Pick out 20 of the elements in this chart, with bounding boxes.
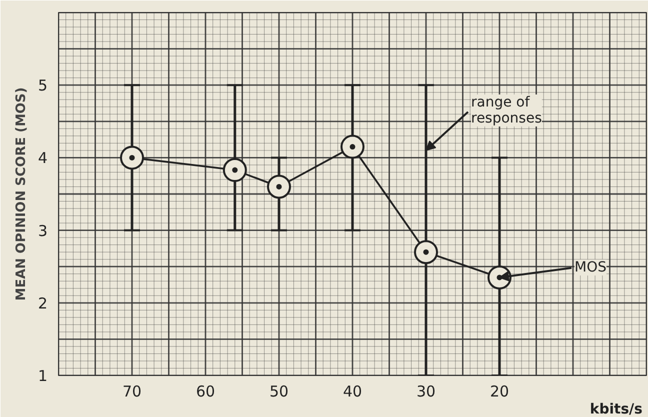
point bbox=[267, 174, 291, 199]
y-tick-label: 3 bbox=[38, 222, 48, 240]
x-axis-title: kbits/s bbox=[590, 402, 643, 417]
point bbox=[340, 134, 364, 159]
y-tick-label: 2 bbox=[38, 294, 48, 312]
point bbox=[120, 146, 144, 170]
y-tick-label: 4 bbox=[38, 149, 48, 168]
annotation: MOS bbox=[574, 259, 607, 276]
x-tick-label: 60 bbox=[196, 382, 216, 400]
y-tick-label: 1 bbox=[38, 367, 48, 385]
x-tick-label: 20 bbox=[490, 382, 510, 400]
point bbox=[414, 240, 438, 264]
x-tick-label: 50 bbox=[269, 382, 289, 400]
annotation: range of responses bbox=[471, 94, 542, 126]
y-tick-label: 5 bbox=[38, 76, 48, 95]
x-tick-label: 40 bbox=[342, 382, 362, 400]
y-axis-title: MEAN OPINION SCORE (MOS) bbox=[14, 87, 29, 301]
x-tick-label: 70 bbox=[122, 382, 142, 400]
point bbox=[222, 158, 247, 182]
x-tick-label: 30 bbox=[416, 382, 436, 400]
